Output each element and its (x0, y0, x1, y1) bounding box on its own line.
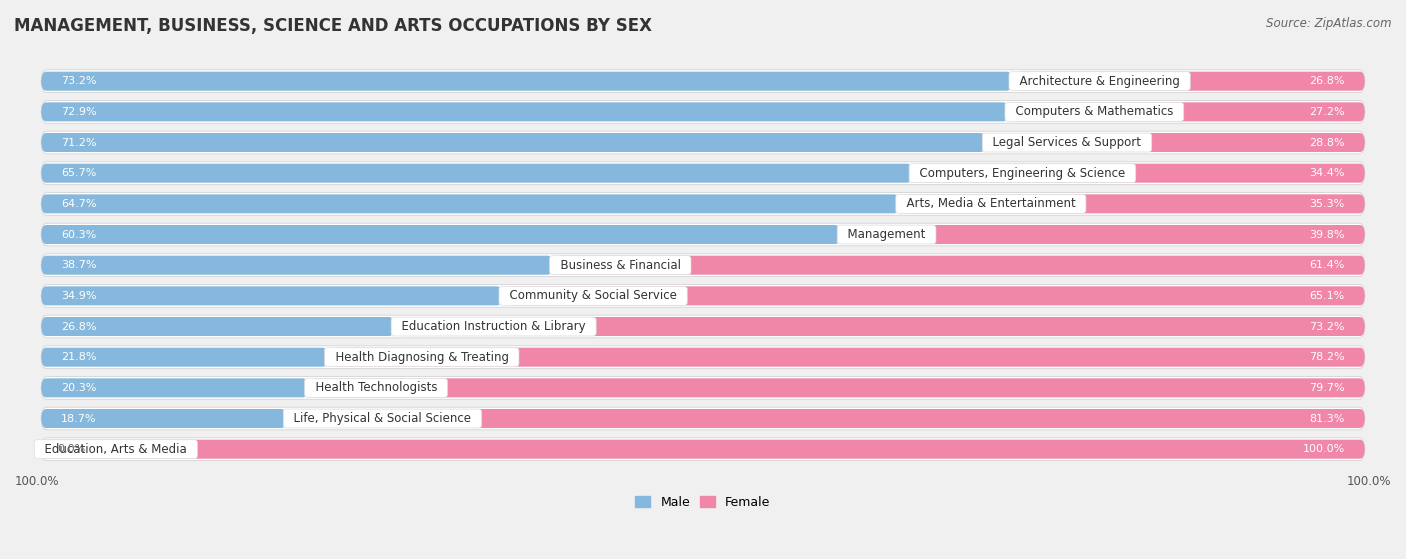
FancyBboxPatch shape (41, 102, 1008, 121)
FancyBboxPatch shape (842, 225, 1365, 244)
Legend: Male, Female: Male, Female (630, 491, 776, 514)
FancyBboxPatch shape (41, 131, 1365, 154)
Text: 20.3%: 20.3% (62, 383, 97, 393)
Text: Computers, Engineering & Science: Computers, Engineering & Science (912, 167, 1133, 179)
FancyBboxPatch shape (903, 195, 1365, 214)
FancyBboxPatch shape (41, 101, 1365, 123)
Text: Management: Management (841, 228, 934, 241)
FancyBboxPatch shape (41, 377, 1365, 399)
FancyBboxPatch shape (41, 133, 986, 152)
Text: 34.4%: 34.4% (1309, 168, 1344, 178)
Text: 100.0%: 100.0% (1302, 444, 1344, 454)
FancyBboxPatch shape (555, 255, 1365, 274)
FancyBboxPatch shape (41, 254, 1365, 277)
Text: Health Diagnosing & Treating: Health Diagnosing & Treating (328, 350, 516, 364)
Text: 26.8%: 26.8% (62, 321, 97, 331)
FancyBboxPatch shape (41, 317, 394, 336)
Text: 65.7%: 65.7% (62, 168, 97, 178)
FancyBboxPatch shape (312, 378, 1365, 397)
FancyBboxPatch shape (41, 440, 1365, 459)
FancyBboxPatch shape (41, 223, 1365, 246)
Text: 38.7%: 38.7% (62, 260, 97, 270)
Text: 39.8%: 39.8% (1309, 230, 1344, 239)
Text: Arts, Media & Entertainment: Arts, Media & Entertainment (898, 197, 1083, 210)
Text: Architecture & Engineering: Architecture & Engineering (1012, 75, 1187, 88)
Text: 61.4%: 61.4% (1309, 260, 1344, 270)
Text: 65.1%: 65.1% (1309, 291, 1344, 301)
Text: 26.8%: 26.8% (1309, 76, 1344, 86)
FancyBboxPatch shape (41, 285, 1365, 307)
FancyBboxPatch shape (915, 164, 1365, 183)
Text: 71.2%: 71.2% (62, 138, 97, 148)
FancyBboxPatch shape (41, 438, 1365, 461)
Text: 18.7%: 18.7% (62, 414, 97, 424)
FancyBboxPatch shape (41, 195, 898, 214)
FancyBboxPatch shape (41, 72, 1012, 91)
Text: MANAGEMENT, BUSINESS, SCIENCE AND ARTS OCCUPATIONS BY SEX: MANAGEMENT, BUSINESS, SCIENCE AND ARTS O… (14, 17, 652, 35)
FancyBboxPatch shape (398, 317, 1365, 336)
Text: Education Instruction & Library: Education Instruction & Library (394, 320, 593, 333)
FancyBboxPatch shape (41, 315, 1365, 338)
Text: 21.8%: 21.8% (62, 352, 97, 362)
Text: Legal Services & Support: Legal Services & Support (986, 136, 1149, 149)
Text: 35.3%: 35.3% (1309, 199, 1344, 209)
Text: 27.2%: 27.2% (1309, 107, 1344, 117)
Text: 34.9%: 34.9% (62, 291, 97, 301)
Text: 0.0%: 0.0% (58, 444, 86, 454)
FancyBboxPatch shape (41, 409, 287, 428)
Text: 79.7%: 79.7% (1309, 383, 1344, 393)
Text: 72.9%: 72.9% (62, 107, 97, 117)
FancyBboxPatch shape (41, 407, 1365, 430)
FancyBboxPatch shape (41, 70, 1365, 93)
Text: 73.2%: 73.2% (1309, 321, 1344, 331)
Text: 60.3%: 60.3% (62, 230, 97, 239)
Text: Source: ZipAtlas.com: Source: ZipAtlas.com (1267, 17, 1392, 30)
FancyBboxPatch shape (41, 346, 1365, 368)
FancyBboxPatch shape (332, 348, 1365, 367)
Text: 28.8%: 28.8% (1309, 138, 1344, 148)
FancyBboxPatch shape (990, 133, 1365, 152)
FancyBboxPatch shape (1011, 102, 1365, 121)
FancyBboxPatch shape (41, 378, 308, 397)
FancyBboxPatch shape (41, 162, 1365, 184)
FancyBboxPatch shape (41, 348, 328, 367)
Text: 81.3%: 81.3% (1309, 414, 1344, 424)
FancyBboxPatch shape (41, 164, 912, 183)
Text: Computers & Mathematics: Computers & Mathematics (1008, 105, 1181, 119)
Text: Health Technologists: Health Technologists (308, 381, 444, 394)
Text: Business & Financial: Business & Financial (553, 259, 688, 272)
FancyBboxPatch shape (41, 225, 841, 244)
Text: Life, Physical & Social Science: Life, Physical & Social Science (287, 412, 478, 425)
Text: Education, Arts & Media: Education, Arts & Media (37, 443, 194, 456)
Text: 64.7%: 64.7% (62, 199, 97, 209)
FancyBboxPatch shape (41, 192, 1365, 215)
FancyBboxPatch shape (290, 409, 1365, 428)
FancyBboxPatch shape (506, 286, 1365, 305)
FancyBboxPatch shape (41, 255, 553, 274)
Text: 73.2%: 73.2% (62, 76, 97, 86)
FancyBboxPatch shape (41, 286, 502, 305)
Text: Community & Social Service: Community & Social Service (502, 290, 685, 302)
FancyBboxPatch shape (1017, 72, 1365, 91)
Text: 78.2%: 78.2% (1309, 352, 1344, 362)
